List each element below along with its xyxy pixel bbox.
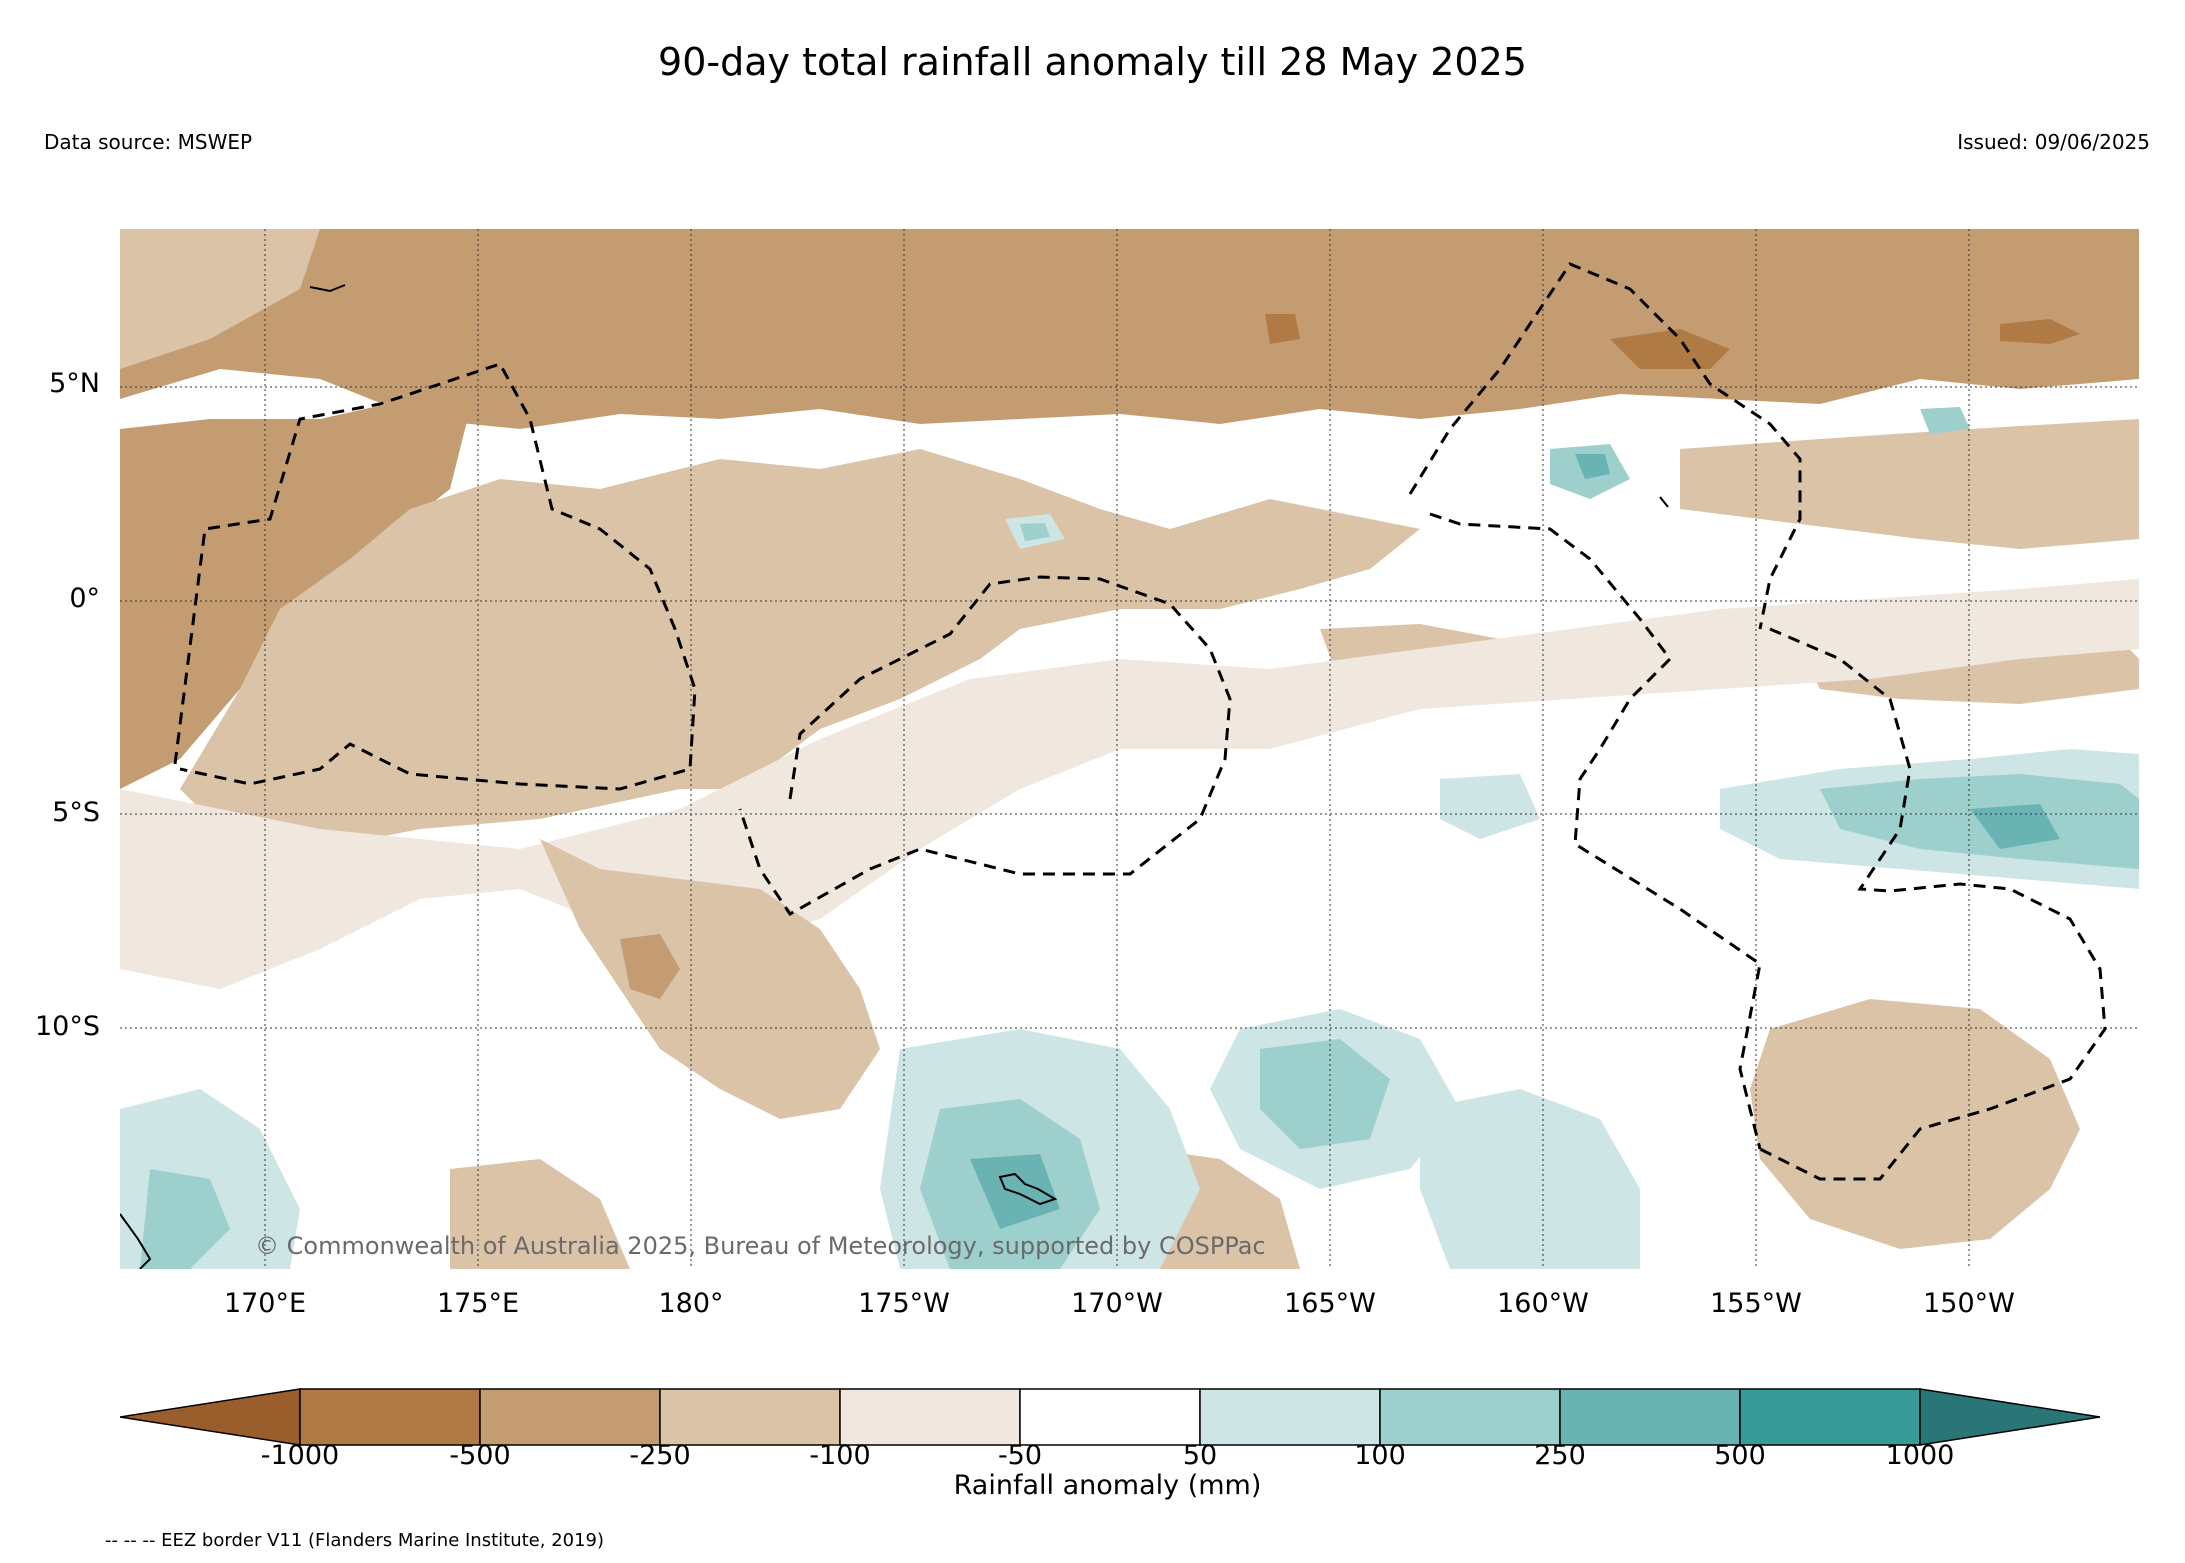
lon-label-155w: 155°W xyxy=(1710,1288,1802,1319)
coastline-islands xyxy=(120,284,1669,1269)
island-samoa xyxy=(998,1172,1058,1206)
colorbar-segment xyxy=(479,1388,661,1446)
colorbar-tick: -250 xyxy=(629,1440,691,1471)
anomaly-region-dry-south-core xyxy=(620,934,680,999)
colorbar-tick: -100 xyxy=(809,1440,871,1471)
island-fragment-3 xyxy=(120,1213,152,1269)
lon-label-165w: 165°W xyxy=(1284,1288,1376,1319)
lon-label-160w: 160°W xyxy=(1497,1288,1589,1319)
rainfall-anomaly-map: © Commonwealth of Australia 2025, Bureau… xyxy=(120,229,2139,1269)
colorbar-extend-high xyxy=(1919,1388,2101,1446)
anomaly-region-dry-southeast xyxy=(1750,999,2080,1249)
colorbar-segment xyxy=(1019,1388,1201,1446)
anomaly-region-very-dry-patch-2 xyxy=(2000,319,2080,344)
colorbar-segment xyxy=(1199,1388,1381,1446)
colorbar-tick: 500 xyxy=(1714,1440,1766,1471)
eez-borders xyxy=(173,262,2107,1181)
anomaly-region-dry-east xyxy=(1680,419,2139,549)
colorbar-segment xyxy=(1739,1388,1921,1446)
island-fragment-2 xyxy=(1659,496,1669,508)
anomaly-region-wet-medium-5 xyxy=(1920,407,1970,434)
anomaly-region-wet-south-east xyxy=(1420,1089,1640,1269)
colorbar-segment xyxy=(1559,1388,1741,1446)
eez-border-central xyxy=(738,575,1232,916)
anomaly-region-wet-strong-2 xyxy=(1970,804,2060,849)
anomaly-region-light-dry-nw xyxy=(120,229,320,369)
anomaly-region-wet-east-mid xyxy=(1440,774,1540,839)
eez-border-east-north xyxy=(1408,262,1802,630)
anomaly-region-wet-medium-2 xyxy=(1260,1039,1390,1149)
lat-label-5s: 5°S xyxy=(52,797,100,828)
colorbar-tick: -50 xyxy=(997,1440,1043,1471)
colorbar-tick: 1000 xyxy=(1885,1440,1955,1471)
lat-label-5n: 5°N xyxy=(49,368,100,399)
anomaly-region-dry-south-plume xyxy=(540,839,880,1119)
colorbar-tick: 250 xyxy=(1534,1440,1586,1471)
colorbar-tick: 50 xyxy=(1182,1440,1218,1471)
copyright-watermark: © Commonwealth of Australia 2025, Bureau… xyxy=(255,1232,1266,1260)
map-title: 90-day total rainfall anomaly till 28 Ma… xyxy=(658,40,1527,84)
lon-label-175e: 175°E xyxy=(436,1288,520,1319)
island-fragment-1 xyxy=(309,284,346,293)
lon-label-170e: 170°E xyxy=(223,1288,307,1319)
anomaly-region-very-dry-patch-1 xyxy=(1610,329,1730,369)
colorbar-segment xyxy=(1379,1388,1561,1446)
anomaly-region-dry-north xyxy=(120,229,2139,429)
colorbar-segment xyxy=(839,1388,1021,1446)
eez-border-east-mid xyxy=(1429,512,1762,1150)
colorbar-segment xyxy=(659,1388,841,1446)
eez-border-west xyxy=(173,362,697,791)
map-gridlines xyxy=(120,229,2139,1269)
lon-label-180: 180° xyxy=(658,1288,724,1319)
anomaly-region-very-dry-patch-3 xyxy=(1265,314,1300,344)
colorbar-tick: -1000 xyxy=(260,1440,340,1471)
anomaly-region-wet-equator-2 xyxy=(1020,523,1050,541)
colorbar-extend-low xyxy=(119,1388,301,1446)
anomaly-region-wet-medium-6 xyxy=(140,1169,230,1269)
lon-label-175w: 175°W xyxy=(858,1288,950,1319)
anomaly-region-dry-northwest xyxy=(120,399,470,789)
colorbar xyxy=(119,1385,2101,1450)
data-source-label: Data source: MSWEP xyxy=(44,130,253,154)
eez-border-east-south xyxy=(1759,627,2107,1181)
eez-legend-note: -- -- -- EEZ border V11 (Flanders Marine… xyxy=(105,1530,605,1551)
anomaly-region-dry-central xyxy=(180,449,1420,849)
colorbar-title: Rainfall anomaly (mm) xyxy=(953,1470,1262,1501)
colorbar-segment xyxy=(299,1388,481,1446)
lat-label-10s: 10°S xyxy=(35,1011,100,1042)
lon-label-170w: 170°W xyxy=(1071,1288,1163,1319)
colorbar-tick: -500 xyxy=(449,1440,511,1471)
lon-label-150w: 150°W xyxy=(1923,1288,2015,1319)
lat-label-0: 0° xyxy=(69,583,100,614)
anomaly-region-wet-strong-1 xyxy=(1575,454,1610,479)
issued-date-label: Issued: 09/06/2025 xyxy=(1957,130,2150,154)
anomaly-region-dry-southwest xyxy=(450,1159,630,1269)
colorbar-tick: 100 xyxy=(1354,1440,1406,1471)
